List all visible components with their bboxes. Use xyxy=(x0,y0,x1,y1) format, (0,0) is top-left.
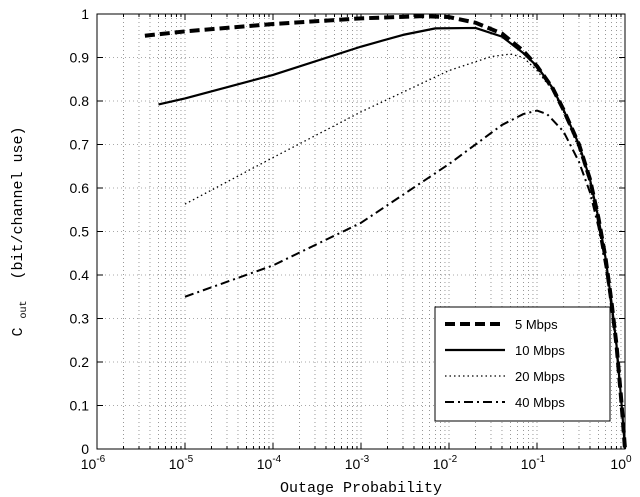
y-tick-label: 1 xyxy=(81,6,89,22)
y-tick-label: 0.3 xyxy=(70,311,90,327)
y-axis-label-units: (bit/channel use) xyxy=(10,126,27,279)
y-tick-label: 0.4 xyxy=(70,267,90,283)
x-tick-label-base: 10 xyxy=(610,456,626,472)
x-tick-label-base: 10 xyxy=(169,456,185,472)
y-tick-label: 0.2 xyxy=(70,354,90,370)
legend-entry-label: 5 Mbps xyxy=(515,317,558,332)
x-tick-label-exponent: -2 xyxy=(448,454,457,465)
x-tick-label: 10-5 xyxy=(169,454,194,472)
series-line-4 xyxy=(184,109,626,450)
x-tick-label: 10-6 xyxy=(81,454,106,472)
y-tick-label: 0.6 xyxy=(70,180,90,196)
axis-tick-labels: 10-6 10-5 10-4 10-3 10-2 10-1 10000.10.20.30.4… xyxy=(70,6,632,472)
x-tick-label-exponent: -4 xyxy=(272,454,281,465)
x-tick-label-base: 10 xyxy=(433,456,449,472)
legend-entry-label: 20 Mbps xyxy=(515,369,565,384)
y-axis-label: C out (bit/channel use) xyxy=(10,126,31,336)
y-tick-label: 0.7 xyxy=(70,137,90,153)
y-tick-label: 0.8 xyxy=(70,93,90,109)
x-tick-label-exponent: -1 xyxy=(536,454,545,465)
x-tick-label-exponent: -6 xyxy=(96,454,105,465)
x-tick-label-exponent: 0 xyxy=(626,454,632,465)
x-tick-label: 10-1 xyxy=(521,454,546,472)
x-tick-label: 100 xyxy=(610,454,632,472)
y-tick-label: 0.9 xyxy=(70,50,90,66)
x-tick-label: 10-3 xyxy=(345,454,370,472)
legend-entry-label: 10 Mbps xyxy=(515,343,565,358)
legend: 5 Mbps 10 Mbps 20 Mbps 40 Mbps xyxy=(434,306,611,422)
x-axis-label: Outage Probability xyxy=(280,480,442,497)
series-line-3 xyxy=(184,53,626,450)
y-axis-label-main: C xyxy=(10,328,27,337)
grid-lines xyxy=(97,14,625,449)
x-tick-label: 10-4 xyxy=(257,454,282,472)
x-tick-label: 10-2 xyxy=(433,454,458,472)
x-tick-label-exponent: -3 xyxy=(360,454,369,465)
legend-entry-label: 40 Mbps xyxy=(515,395,565,410)
x-tick-label-base: 10 xyxy=(345,456,361,472)
y-axis-label-subscript: out xyxy=(19,301,30,319)
series-layer xyxy=(144,14,627,450)
axis-ticks xyxy=(96,13,625,450)
y-tick-label: 0.5 xyxy=(70,224,90,240)
x-tick-label-base: 10 xyxy=(257,456,273,472)
x-tick-label-exponent: -5 xyxy=(184,454,193,465)
y-tick-label: 0.1 xyxy=(70,398,90,414)
x-tick-label-base: 10 xyxy=(81,456,97,472)
x-tick-label-base: 10 xyxy=(521,456,537,472)
y-tick-label: 0 xyxy=(81,441,89,457)
